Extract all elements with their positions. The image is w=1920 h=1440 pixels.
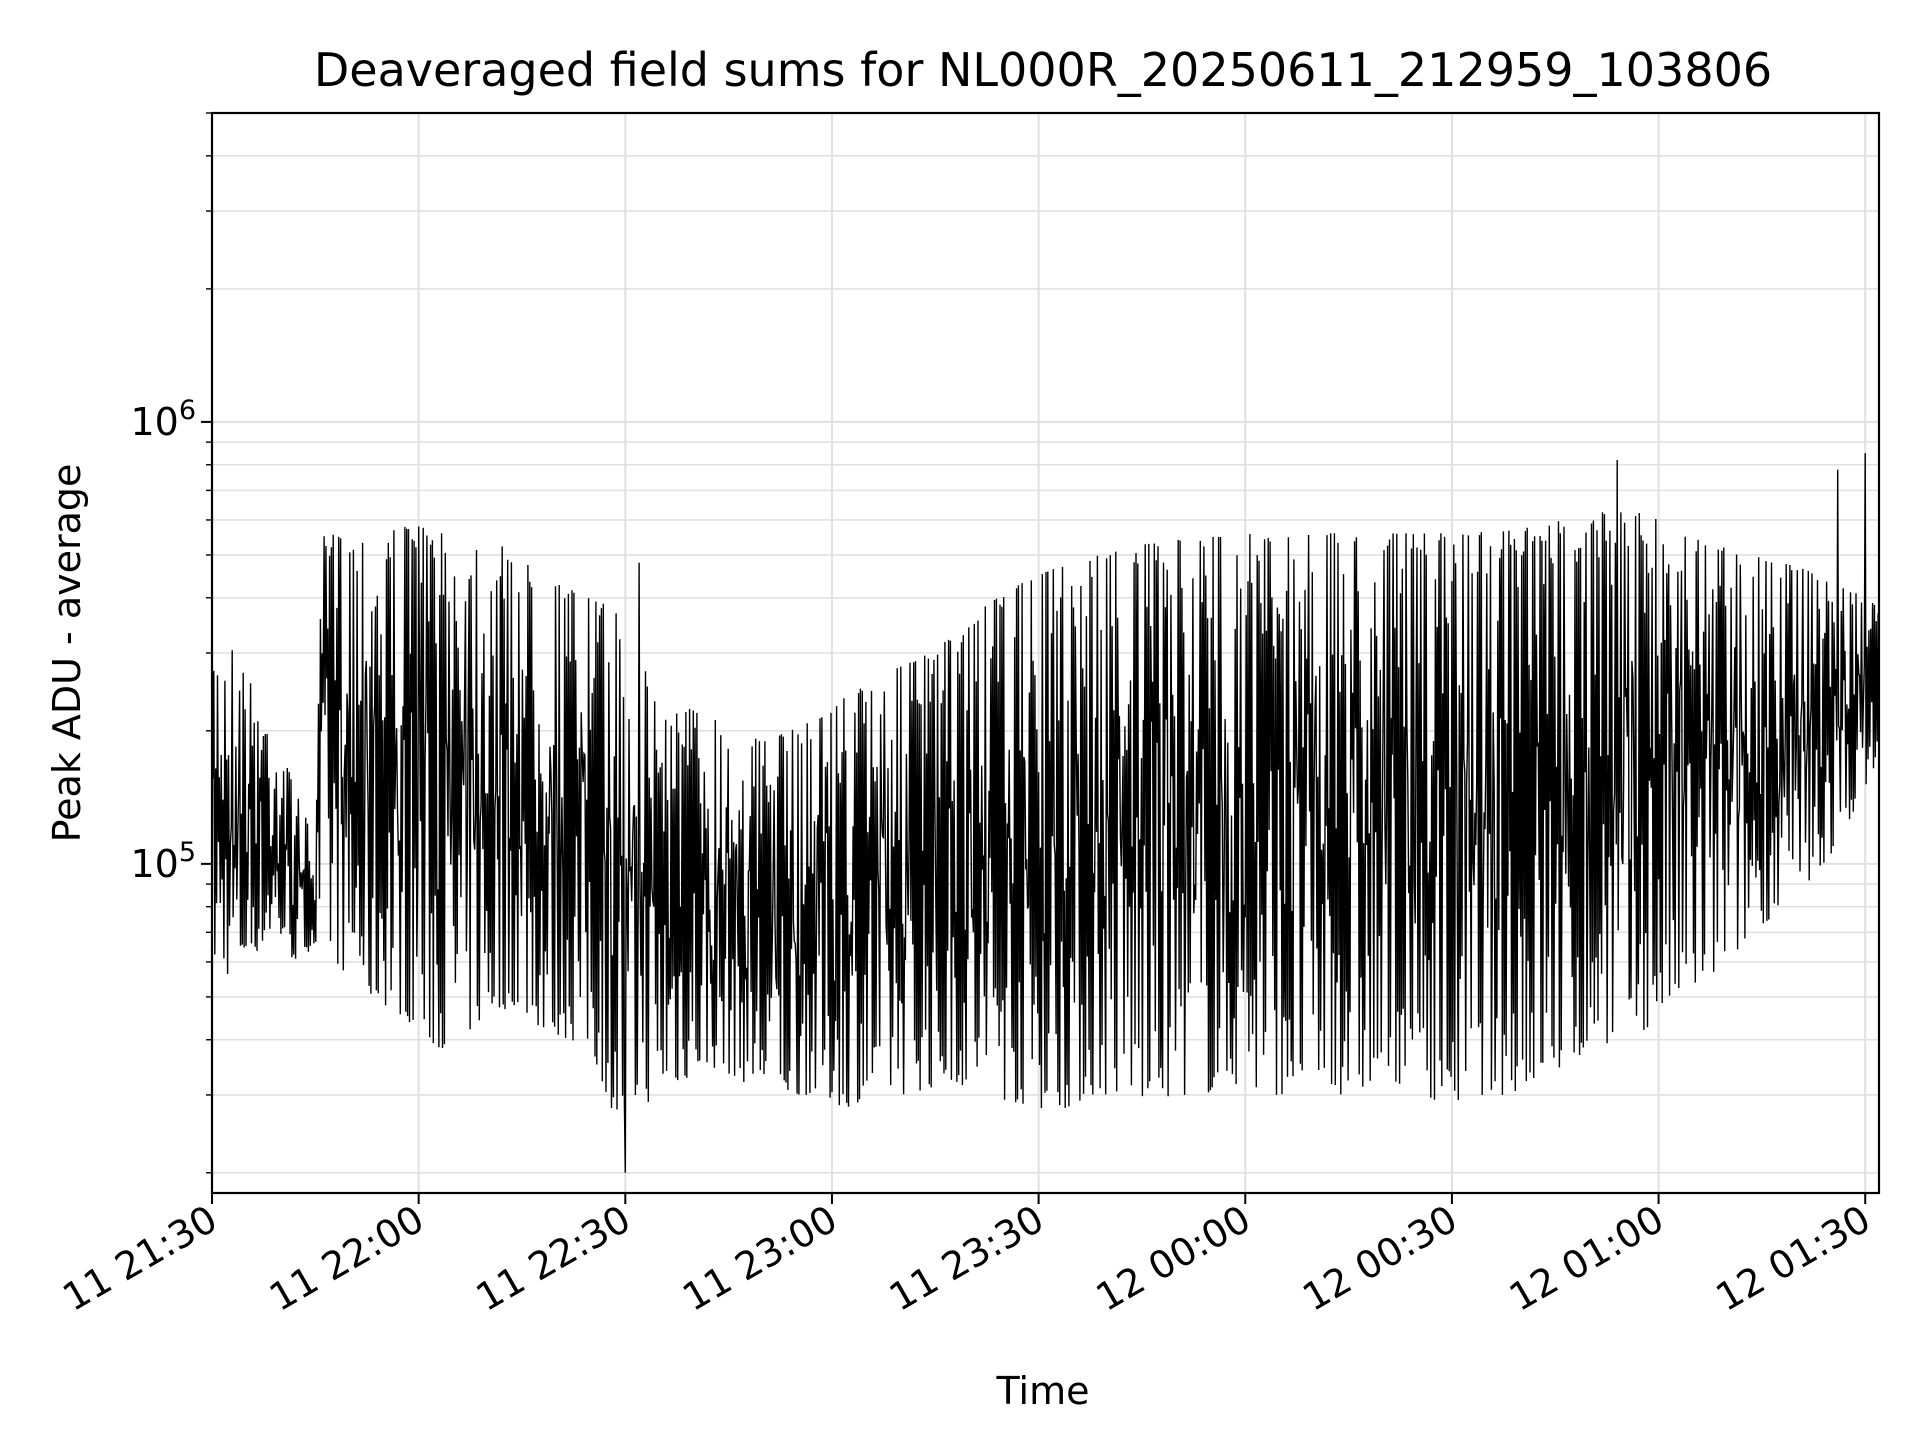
x-tick-label: 12 00:00: [1089, 1197, 1258, 1320]
x-tick-label: 11 21:30: [55, 1197, 224, 1320]
y-tick-label: 106: [130, 395, 196, 444]
chart-title: Deaveraged field sums for NL000R_2025061…: [314, 43, 1772, 97]
x-axis: 11 21:30 11 22:00 11 22:30 11 23:00 11 23:30…: [55, 1193, 1878, 1320]
y-tick-label: 105: [130, 837, 196, 886]
y-axis: 105 106: [130, 112, 212, 1174]
x-tick-label: 11 23:00: [675, 1197, 844, 1320]
x-tick-label: 12 01:30: [1709, 1197, 1878, 1320]
series-line: [211, 453, 1880, 1173]
x-tick-label: 12 00:30: [1295, 1197, 1464, 1320]
y-axis-label: Peak ADU - average: [45, 464, 89, 843]
x-axis-label: Time: [996, 1369, 1090, 1413]
x-tick-label: 11 22:30: [469, 1197, 638, 1320]
x-tick-label: 11 22:00: [262, 1197, 431, 1320]
series-group: [211, 453, 1880, 1173]
x-tick-label: 12 01:00: [1502, 1197, 1671, 1320]
x-tick-label: 11 23:30: [882, 1197, 1051, 1320]
